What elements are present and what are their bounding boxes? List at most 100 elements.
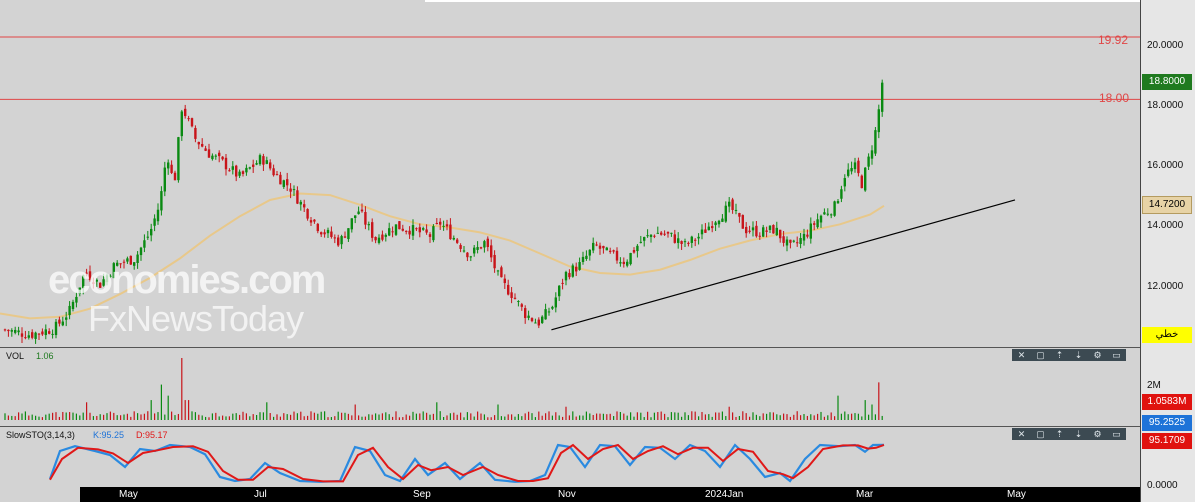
- candle-body: [469, 256, 472, 258]
- candle-body: [796, 242, 799, 244]
- chart-type-badge[interactable]: خطي: [1142, 327, 1192, 343]
- move-up-icon[interactable]: ⇡: [1055, 428, 1064, 439]
- close-icon[interactable]: ✕: [1017, 349, 1026, 360]
- candle-body: [466, 252, 469, 258]
- price-chart[interactable]: [0, 2, 1140, 346]
- candle-body: [694, 239, 697, 241]
- candle-body: [527, 315, 530, 318]
- candle-body: [105, 275, 109, 283]
- candle-body: [479, 247, 483, 249]
- move-down-icon[interactable]: ⇣: [1074, 428, 1083, 439]
- candle-body: [507, 284, 510, 295]
- candle-body: [364, 212, 367, 225]
- minimize-icon[interactable]: ▭: [1112, 349, 1121, 360]
- candle-body: [146, 236, 149, 238]
- y-tick-label: 16.0000: [1147, 160, 1184, 171]
- candle-body: [551, 306, 554, 309]
- candle-body: [826, 213, 829, 215]
- candle-body: [411, 225, 415, 236]
- candle-body: [207, 149, 211, 158]
- price-pane[interactable]: 19.92 18.00: [0, 2, 1140, 346]
- candle-body: [520, 304, 523, 307]
- watermark-economies: economies.com: [48, 258, 326, 302]
- candle-body: [731, 199, 734, 210]
- candle-body: [255, 163, 258, 165]
- candle-body: [126, 258, 129, 262]
- candle-body: [17, 330, 20, 333]
- top-strip: [425, 0, 1140, 2]
- window-icon[interactable]: ▢: [1036, 428, 1045, 439]
- candle-body: [622, 261, 625, 265]
- candle-body: [337, 237, 340, 246]
- candle-body: [680, 241, 683, 244]
- candle-body: [102, 279, 105, 286]
- candle-body: [170, 164, 173, 173]
- candle-body: [177, 137, 180, 181]
- candle-body: [435, 222, 438, 224]
- candle-body: [541, 316, 544, 324]
- candle-body: [445, 224, 449, 227]
- stochastic-d-line: [49, 443, 885, 483]
- candle-body: [10, 330, 13, 332]
- candle-body: [292, 189, 296, 191]
- minimize-icon[interactable]: ▭: [1112, 428, 1121, 439]
- candle-body: [122, 261, 126, 263]
- candle-body: [707, 226, 710, 231]
- candle-body: [554, 297, 557, 308]
- candle-body: [782, 236, 785, 243]
- candle-body: [864, 167, 867, 191]
- candle-body: [34, 332, 37, 339]
- candle-body: [500, 267, 503, 278]
- candle-body: [615, 250, 619, 261]
- window-icon[interactable]: ▢: [1036, 349, 1045, 360]
- move-up-icon[interactable]: ⇡: [1055, 349, 1064, 360]
- settings-icon[interactable]: ⚙: [1093, 349, 1102, 360]
- candle-body: [343, 236, 347, 238]
- stochastic-pane[interactable]: SlowSTO(3,14,3) K:95.25 D:95.17 ✕ ▢ ⇡ ⇣ …: [0, 426, 1140, 487]
- candle-body: [660, 232, 663, 235]
- candle-body: [840, 189, 843, 199]
- volume-y-tick: 2M: [1147, 380, 1161, 391]
- candle-body: [629, 252, 632, 265]
- candle-body: [874, 130, 877, 154]
- stochastic-pane-toolbar: ✕ ▢ ⇡ ⇣ ⚙ ▭: [1012, 428, 1126, 440]
- candle-body: [513, 297, 517, 299]
- volume-chart[interactable]: [0, 348, 1140, 426]
- candle-body: [598, 245, 602, 249]
- candle-body: [656, 232, 659, 234]
- candle-body: [850, 168, 853, 172]
- candle-body: [394, 224, 398, 235]
- volume-pane-toolbar: ✕ ▢ ⇡ ⇣ ⚙ ▭: [1012, 349, 1126, 361]
- candle-body: [51, 333, 54, 335]
- close-icon[interactable]: ✕: [1017, 428, 1026, 439]
- stochastic-d-label: D:95.17: [136, 430, 168, 440]
- candle-body: [252, 164, 255, 167]
- candle-body: [823, 212, 826, 215]
- time-axis[interactable]: [80, 487, 1140, 502]
- candle-body: [184, 108, 187, 117]
- candle-body: [530, 318, 534, 322]
- volume-pane[interactable]: VOL 1.06 ✕ ▢ ⇡ ⇣ ⚙ ▭: [0, 347, 1140, 426]
- candle-body: [296, 190, 299, 204]
- candle-body: [697, 236, 700, 239]
- candle-body: [585, 255, 588, 259]
- candle-body: [330, 231, 333, 237]
- candle-body: [816, 219, 819, 228]
- move-down-icon[interactable]: ⇣: [1074, 349, 1083, 360]
- y-tick-label: 12.0000: [1147, 281, 1184, 292]
- candle-body: [27, 335, 30, 338]
- x-tick-label: May: [1007, 489, 1026, 500]
- candle-body: [857, 160, 860, 174]
- candle-body: [456, 239, 459, 243]
- candle-body: [316, 223, 319, 232]
- settings-icon[interactable]: ⚙: [1093, 428, 1102, 439]
- candle-body: [537, 319, 540, 326]
- candle-body: [48, 331, 51, 334]
- candle-body: [92, 282, 95, 285]
- candle-body: [245, 167, 248, 173]
- stochastic-chart[interactable]: [0, 427, 1140, 487]
- candle-body: [765, 230, 768, 232]
- candle-body: [54, 321, 58, 336]
- candle-body: [802, 233, 806, 241]
- candle-body: [44, 329, 47, 336]
